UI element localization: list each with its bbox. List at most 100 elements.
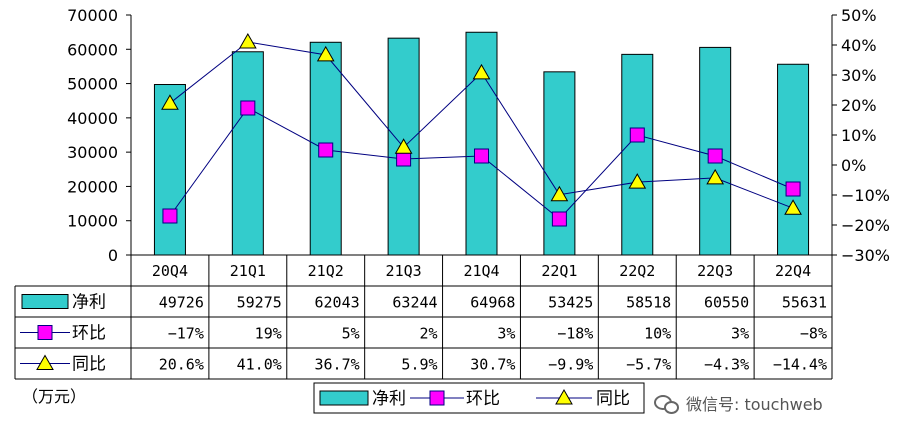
yoy-point-21Q1 (238, 32, 257, 49)
bar-22Q2 (621, 53, 654, 256)
mom-point-21Q3 (396, 151, 412, 167)
right-tick-label: 20% (841, 96, 877, 115)
table-cell: 20.6% (159, 356, 204, 374)
legend-bar-label: 净利 (372, 389, 406, 409)
table-cell: 59275 (237, 294, 282, 312)
yoy-point-21Q2 (316, 45, 335, 62)
mom-point-22Q2 (629, 127, 645, 143)
table-cell: 60550 (704, 294, 749, 312)
data-table: 20Q4 21Q1 21Q2 21Q3 21Q4 22Q1 22Q2 22Q3 22Q4 净利 49… (14, 254, 833, 380)
table-cell: 41.0% (237, 356, 282, 374)
table-cell: −5.7% (626, 356, 671, 374)
right-tick-label: −10% (841, 186, 890, 205)
table-cell: 49726 (159, 294, 204, 312)
table-cell: 64968 (470, 294, 515, 312)
yoy-point-20Q4 (161, 94, 179, 110)
right-tick-label: −20% (841, 216, 890, 235)
yoy-point-22Q4 (784, 199, 802, 215)
mom-point-22Q1 (551, 211, 567, 227)
yoy-point-21Q3 (394, 138, 413, 154)
right-tick-label: 50% (841, 6, 877, 25)
series-name: 环比 (72, 324, 106, 344)
table-cell: 3% (731, 325, 749, 343)
mom-point-22Q3 (707, 148, 723, 164)
category-label: 22Q1 (541, 262, 577, 280)
table-cell: −14.4% (773, 356, 827, 374)
table-cell: 55631 (782, 294, 827, 312)
yoy-point-22Q1 (550, 185, 569, 202)
category-label: 20Q4 (152, 262, 188, 280)
left-tick-label: 0 (108, 246, 118, 265)
yoy-point-21Q4 (472, 63, 491, 80)
legend-mom-marker (429, 390, 445, 406)
yoy-point-22Q2 (628, 173, 647, 189)
table-cell: 63244 (392, 294, 437, 312)
mom-point-21Q1 (240, 100, 256, 116)
right-tick-label: 40% (841, 36, 877, 55)
left-tick-label: 10000 (67, 212, 118, 231)
left-tick-label: 60000 (67, 40, 118, 59)
table-cell: 10% (644, 325, 671, 343)
category-label: 21Q3 (386, 262, 422, 280)
legend-yoy-label: 同比 (596, 389, 630, 409)
category-label: 21Q1 (230, 262, 266, 280)
bar-21Q1 (231, 51, 264, 256)
table-cell: 5% (342, 325, 360, 343)
right-tick-label: 30% (841, 66, 877, 85)
left-tick-label: 70000 (67, 6, 118, 25)
left-tick-label: 20000 (67, 177, 118, 196)
legend-mom-label: 环比 (466, 389, 500, 409)
table-cell: 5.9% (401, 356, 437, 374)
watermark-text: 微信号: touchweb (686, 395, 823, 414)
category-label: 22Q3 (697, 262, 733, 280)
table-cell: 3% (497, 325, 515, 343)
table-cell: 30.7% (470, 356, 515, 374)
table-cell: 36.7% (315, 356, 360, 374)
axes: 70000 60000 50000 40000 30000 20000 10000 0 50% 4… (67, 6, 890, 265)
right-tick-label: 0% (841, 156, 866, 175)
table-key-mom (20, 325, 70, 340)
left-tick-label: 50000 (67, 75, 118, 94)
table-cell: 19% (255, 325, 282, 343)
legend-bar-swatch (319, 390, 369, 406)
mom-point-21Q2 (318, 142, 334, 158)
right-tick-label: −30% (841, 246, 890, 265)
left-tick-label: 40000 (67, 109, 118, 128)
watermark: 微信号: touchweb (654, 391, 823, 415)
table-cell: −17% (168, 325, 204, 343)
mom-point-22Q4 (785, 181, 801, 197)
right-tick-label: 10% (841, 126, 877, 145)
category-label: 21Q4 (463, 262, 499, 280)
legend: 净利 环比 同比 (313, 382, 645, 414)
table-key-bar (21, 294, 69, 309)
legend-box (313, 382, 645, 414)
square-marker (37, 325, 53, 340)
mom-point-21Q4 (474, 148, 489, 164)
bar-22Q4 (777, 63, 810, 256)
legend-yoy-marker (555, 388, 573, 405)
triangle-marker (36, 354, 54, 370)
table-cell: −4.3% (704, 356, 749, 374)
table-cell: 58518 (626, 294, 671, 312)
table-cell: 53425 (548, 294, 593, 312)
category-label: 22Q2 (619, 262, 655, 280)
category-label: 21Q2 (308, 262, 344, 280)
series-name: 净利 (72, 293, 106, 313)
yoy-point-22Q3 (706, 168, 725, 185)
plot-area (153, 31, 810, 256)
table-cell: 2% (419, 325, 437, 343)
table-key-yoy (20, 354, 70, 370)
table-cell: −8% (800, 325, 827, 343)
bar-22Q1 (543, 71, 576, 256)
bar-20Q4 (153, 84, 186, 256)
category-label: 22Q4 (775, 262, 811, 280)
bar-swatch (21, 294, 69, 309)
series-name: 同比 (72, 355, 106, 375)
table-cell: −18% (557, 325, 593, 343)
left-tick-label: 30000 (67, 143, 118, 162)
table-cell: 62043 (315, 294, 360, 312)
table-cell: −9.9% (548, 356, 593, 374)
wechat-icon (654, 393, 680, 414)
unit-label: （万元） (22, 387, 87, 406)
